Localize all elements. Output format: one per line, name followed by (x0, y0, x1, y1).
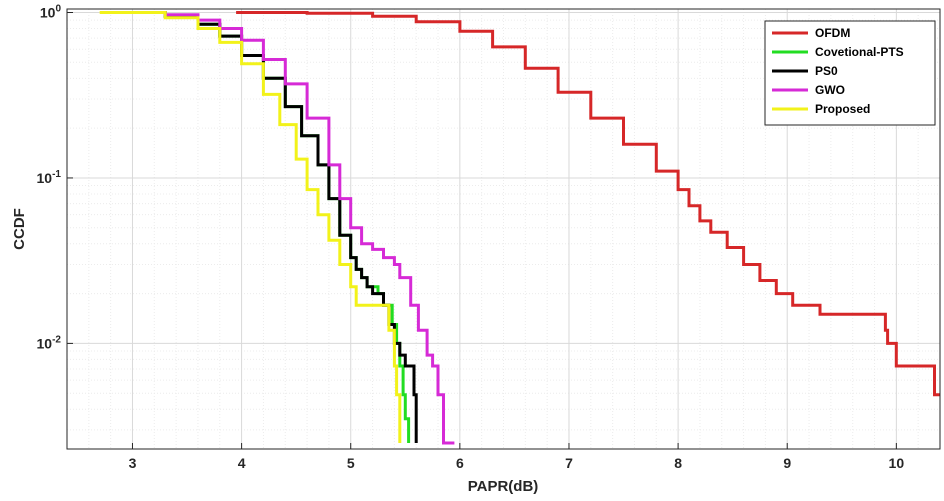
series-line-proposed (99, 11, 402, 443)
x-axis-label: PAPR(dB) (468, 478, 539, 495)
series-layer (99, 11, 940, 445)
legend-label-ps0: PS0 (815, 64, 838, 78)
legend-label-proposed: Proposed (815, 102, 870, 116)
series-line-ofdm (236, 11, 940, 397)
legend: OFDM Covetional-PTS PS0 GWO Proposed (764, 20, 936, 126)
y-tick-label: 10-1 (37, 169, 62, 186)
y-tick-label: 10-2 (37, 334, 62, 351)
plot-frame (66, 8, 941, 450)
legend-label-ofdm: OFDM (815, 26, 850, 40)
x-tick-label: 3 (129, 455, 137, 471)
x-tick-label: 8 (674, 455, 682, 471)
x-tick-label: 4 (238, 455, 246, 471)
x-tick-label: 9 (783, 455, 791, 471)
legend-label-covetional-pts: Covetional-PTS (815, 45, 904, 59)
y-tick-label: 100 (40, 4, 62, 21)
x-tick-label: 10 (889, 455, 905, 471)
x-tick-label: 7 (565, 455, 573, 471)
series-line-gwo (127, 11, 455, 445)
legend-label-gwo: GWO (815, 83, 845, 97)
y-axis-label: CCDF (11, 208, 28, 250)
x-tick-label: 5 (347, 455, 355, 471)
ticks-layer: 3 4 5 6 7 8 9 10 100 10-1 10-2 (37, 4, 905, 471)
x-tick-label: 6 (456, 455, 464, 471)
